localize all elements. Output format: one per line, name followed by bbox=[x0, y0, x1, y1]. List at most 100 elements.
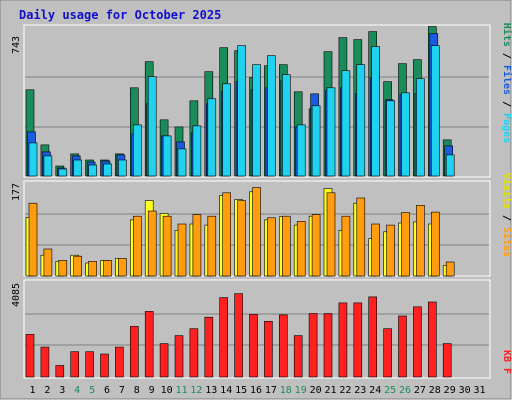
bar-pages-day-28 bbox=[430, 45, 440, 177]
bar-kb-f-day-17 bbox=[264, 320, 273, 378]
bar-sites-day-13 bbox=[207, 215, 217, 277]
bar-sites-day-23 bbox=[356, 197, 366, 277]
bar-pages-day-18 bbox=[281, 74, 291, 177]
x-tick-label-5: 5 bbox=[89, 385, 95, 396]
bar-sites-day-27 bbox=[416, 205, 425, 277]
bar-pages-day-14 bbox=[222, 83, 231, 177]
bar-kb-f-day-28 bbox=[427, 301, 437, 378]
bar-kb-f-day-3 bbox=[55, 365, 65, 378]
bar-kb-f-day-25 bbox=[383, 328, 392, 378]
bar-sites-day-5 bbox=[88, 261, 97, 277]
x-tick-label-15: 15 bbox=[235, 385, 247, 396]
bar-sites-day-20 bbox=[311, 214, 321, 277]
x-tick-label-9: 9 bbox=[149, 385, 155, 396]
bar-sites-day-3 bbox=[58, 260, 68, 277]
bar-pages-day-20 bbox=[311, 105, 321, 177]
bar-pages-day-15 bbox=[237, 45, 246, 177]
bar-kb-f-day-9 bbox=[144, 311, 154, 378]
bar-kb-f-day-7 bbox=[115, 346, 124, 378]
x-tick-label-26: 26 bbox=[399, 385, 411, 396]
bar-layer bbox=[25, 26, 455, 378]
x-tick-label-21: 21 bbox=[324, 385, 336, 396]
x-tick-label-8: 8 bbox=[134, 385, 140, 396]
bar-sites-day-16 bbox=[252, 187, 261, 277]
bar-pages-day-2 bbox=[43, 155, 53, 177]
legend-kbytes: KB F bbox=[501, 350, 512, 374]
x-tick-label-11: 11 bbox=[175, 385, 187, 396]
bar-pages-day-6 bbox=[103, 163, 112, 177]
x-tick-label-13: 13 bbox=[205, 385, 217, 396]
x-tick-label-4: 4 bbox=[74, 385, 80, 396]
x-tick-label-27: 27 bbox=[414, 385, 426, 396]
bar-pages-day-23 bbox=[356, 64, 366, 177]
x-tick-label-12: 12 bbox=[190, 385, 202, 396]
bar-pages-day-5 bbox=[88, 164, 97, 177]
bar-kb-f-day-19 bbox=[293, 335, 303, 378]
x-tick-label-1: 1 bbox=[29, 385, 35, 396]
bar-kb-f-day-21 bbox=[323, 313, 333, 378]
x-tick-label-6: 6 bbox=[104, 385, 110, 396]
bar-pages-day-7 bbox=[118, 159, 127, 177]
bar-sites-day-29 bbox=[445, 261, 455, 277]
hits-ymax-label: 743 bbox=[11, 36, 22, 54]
bar-sites-day-22 bbox=[341, 215, 351, 277]
bar-sites-day-9 bbox=[147, 210, 157, 277]
x-tick-label-24: 24 bbox=[369, 385, 381, 396]
bar-pages-day-29 bbox=[445, 154, 455, 177]
bar-sites-day-15 bbox=[237, 200, 246, 277]
legend-visits: Visits bbox=[501, 173, 512, 209]
bar-sites-day-1 bbox=[28, 202, 38, 277]
legend-hits: Hits bbox=[501, 23, 512, 47]
bar-sites-day-28 bbox=[430, 211, 440, 277]
bar-kb-f-day-13 bbox=[204, 316, 214, 378]
sites-ymax-label: 177 bbox=[11, 183, 22, 201]
bar-kb-f-day-10 bbox=[159, 343, 169, 378]
bar-sites-day-4 bbox=[73, 255, 82, 277]
x-tick-label-28: 28 bbox=[429, 385, 441, 396]
x-tick-labels: 1 2 3 4 5 6 7 8 9 10 11 12 13 14 15 16 17 18 19 20 21 22 23 24 2… bbox=[29, 385, 485, 396]
bar-pages-day-11 bbox=[177, 148, 187, 177]
x-tick-label-23: 23 bbox=[354, 385, 366, 396]
bar-pages-day-24 bbox=[371, 46, 381, 177]
bar-pages-day-17 bbox=[267, 55, 276, 177]
x-tick-label-18: 18 bbox=[280, 385, 292, 396]
bar-sites-day-24 bbox=[371, 223, 381, 277]
kbytes-ymax-label: 4085 bbox=[11, 283, 22, 307]
x-tick-label-31: 31 bbox=[473, 385, 485, 396]
bar-kb-f-day-8 bbox=[130, 326, 139, 378]
bar-kb-f-day-15 bbox=[234, 293, 243, 378]
bar-pages-day-9 bbox=[147, 76, 157, 177]
bar-pages-day-19 bbox=[296, 124, 306, 177]
x-tick-label-10: 10 bbox=[161, 385, 173, 396]
bar-pages-day-25 bbox=[386, 100, 395, 177]
bar-pages-day-12 bbox=[192, 125, 202, 177]
bar-sites-day-26 bbox=[401, 212, 410, 277]
bar-kb-f-day-4 bbox=[70, 351, 79, 378]
bar-pages-day-27 bbox=[416, 78, 425, 177]
bar-pages-day-10 bbox=[162, 135, 172, 177]
x-tick-label-17: 17 bbox=[265, 385, 277, 396]
bar-pages-day-21 bbox=[326, 87, 336, 177]
bar-kb-f-day-1 bbox=[25, 334, 35, 378]
bar-pages-day-13 bbox=[207, 98, 217, 177]
bar-kb-f-day-20 bbox=[308, 313, 318, 378]
legend-pages: Pages bbox=[501, 113, 512, 143]
x-tick-label-30: 30 bbox=[459, 385, 471, 396]
legend-hits-files-pages: Hits / Files / Pages bbox=[501, 23, 512, 143]
bar-kb-f-day-6 bbox=[100, 353, 109, 378]
bar-sites-day-11 bbox=[177, 223, 187, 277]
bar-kb-f-day-11 bbox=[174, 335, 184, 378]
bar-sites-day-21 bbox=[326, 192, 336, 277]
bar-pages-day-26 bbox=[401, 92, 410, 177]
bar-sites-day-8 bbox=[133, 215, 142, 277]
bar-pages-day-22 bbox=[341, 70, 351, 177]
bar-kb-f-day-5 bbox=[85, 351, 94, 378]
x-tick-label-25: 25 bbox=[384, 385, 396, 396]
bar-sites-day-17 bbox=[267, 217, 276, 277]
legend-files: Files bbox=[501, 65, 512, 95]
legend-sites: Sites bbox=[501, 227, 512, 257]
x-tick-label-20: 20 bbox=[310, 385, 322, 396]
bar-pages-day-8 bbox=[133, 124, 142, 177]
